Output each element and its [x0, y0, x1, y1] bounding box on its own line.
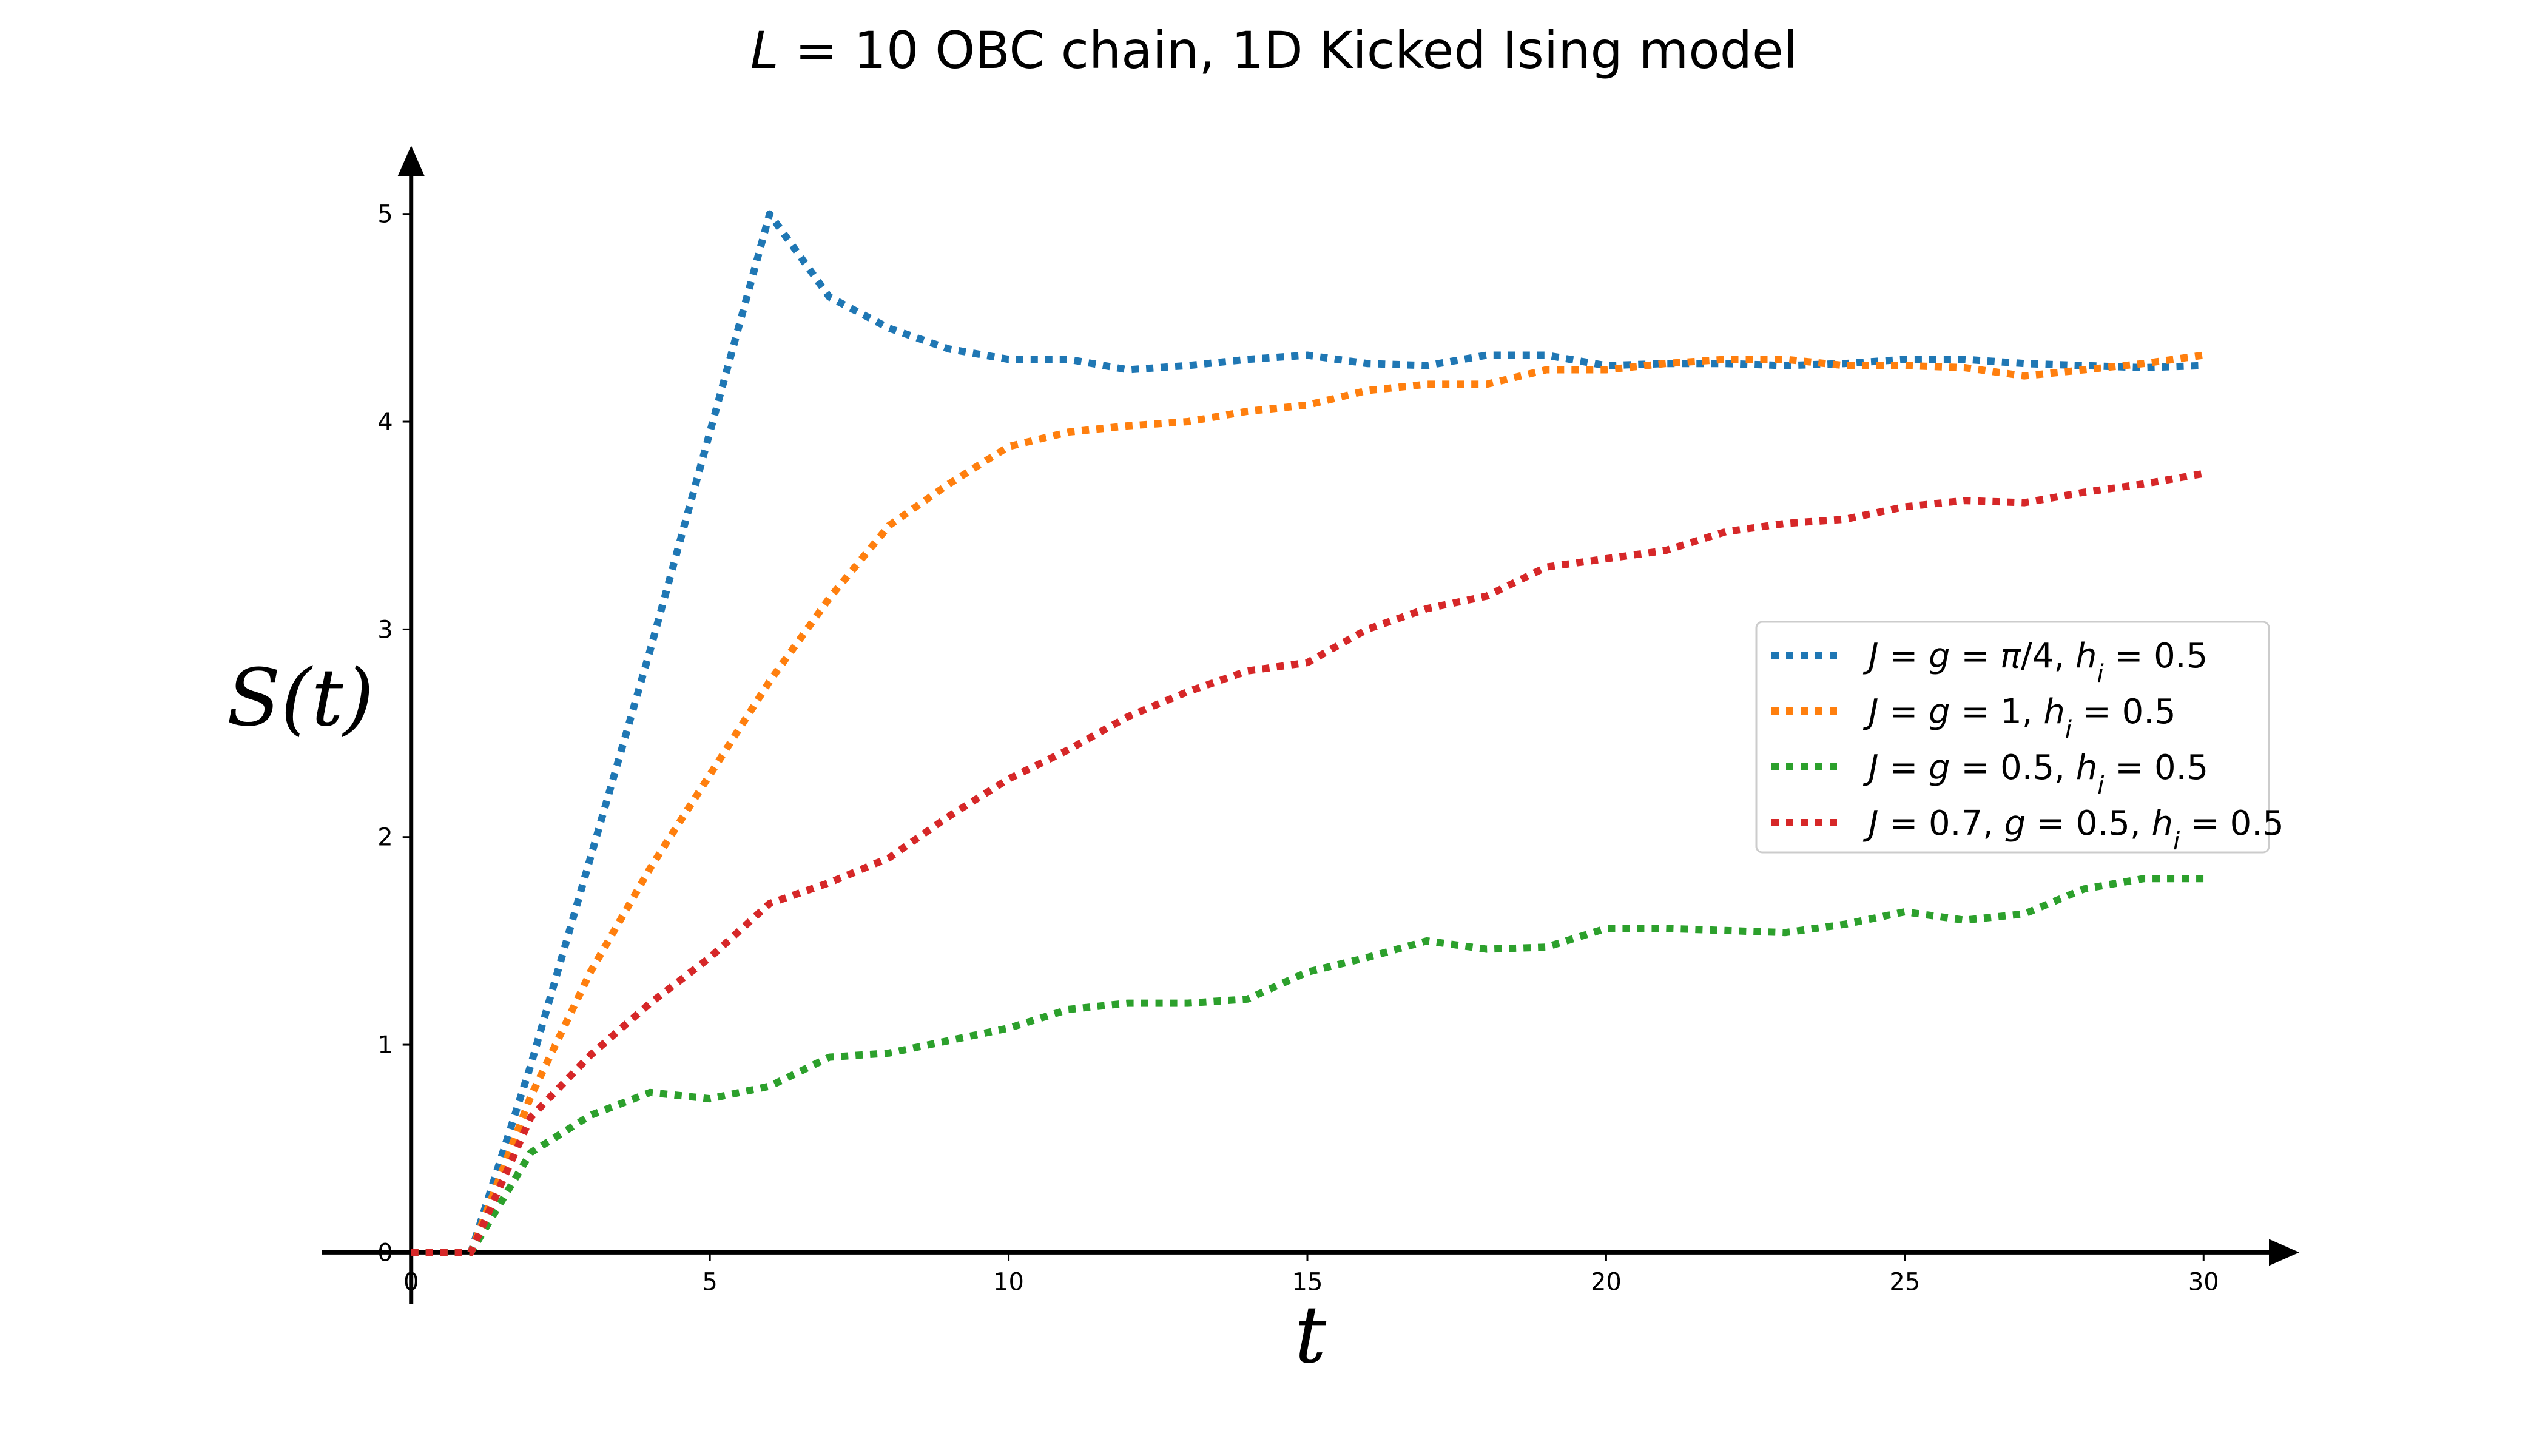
tick-labels: 0 5 10 15 20 25 30 0 1 2 3 4 5 — [377, 201, 2219, 1296]
y-tick-label: 2 — [377, 824, 393, 852]
axis-labels: t S(t) — [227, 652, 1327, 1381]
series-line-1 — [411, 210, 2204, 1256]
legend: J = g = π/4, hi = 0.5J = g = 1, hi = 0.5… — [1755, 621, 2284, 855]
legend-label-2: J = g = 1, hi = 0.5 — [1862, 692, 2176, 744]
x-tick-label: 30 — [2188, 1268, 2219, 1296]
y-axis-label: S(t) — [227, 652, 374, 744]
axes — [322, 146, 2299, 1304]
chart-title-text: L = 10 OBC chain, 1D Kicked Ising model — [750, 21, 1798, 80]
x-tick-label: 5 — [702, 1268, 717, 1296]
chart-title: L = 10 OBC chain, 1D Kicked Ising model — [750, 21, 1798, 80]
y-tick-label: 4 — [377, 408, 393, 436]
series-line-3 — [411, 875, 2204, 1256]
x-axis-label: t — [1295, 1289, 1327, 1381]
y-tick-label: 5 — [377, 201, 393, 229]
y-tick-label: 0 — [377, 1239, 393, 1267]
x-axis-arrow-icon — [2269, 1239, 2299, 1266]
series-line-4 — [411, 470, 2205, 1256]
legend-label-3: J = g = 0.5, hi = 0.5 — [1862, 748, 2208, 800]
x-tick-label: 20 — [1591, 1268, 1622, 1296]
legend-box — [1755, 621, 2270, 854]
legend-label-1: J = g = π/4, hi = 0.5 — [1862, 636, 2208, 688]
x-tick-label: 15 — [1292, 1268, 1323, 1296]
y-tick-label: 1 — [377, 1031, 393, 1059]
x-tick-label: 0 — [403, 1268, 419, 1296]
series-lines — [411, 210, 2205, 1256]
x-tick-label: 10 — [993, 1268, 1024, 1296]
y-tick-label: 3 — [377, 616, 393, 644]
x-tick-label: 25 — [1889, 1268, 1920, 1296]
y-axis-arrow-icon — [397, 146, 425, 176]
